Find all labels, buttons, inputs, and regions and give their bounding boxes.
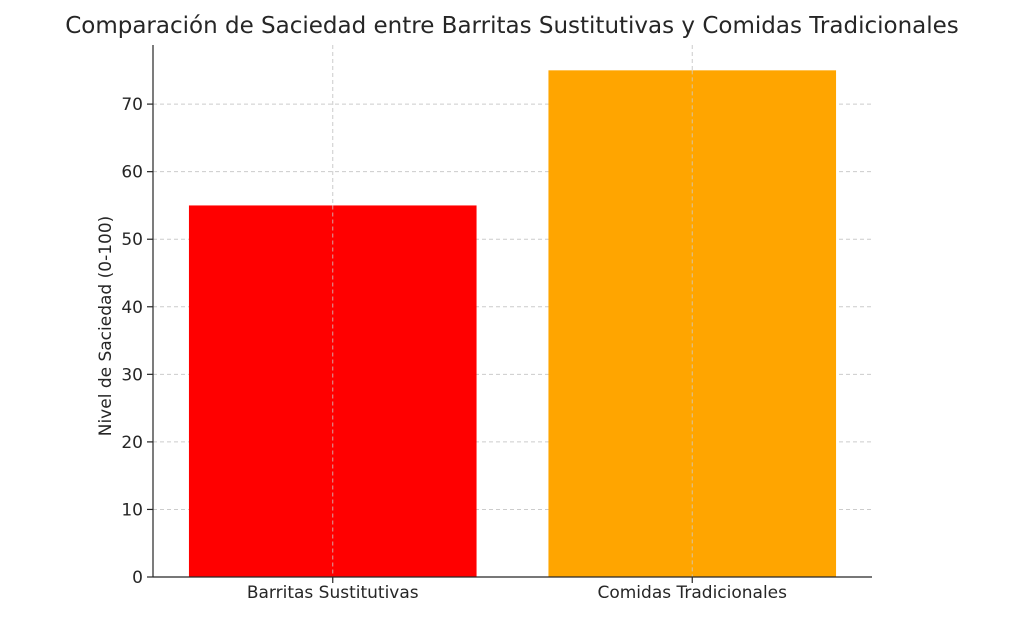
- chart-title: Comparación de Saciedad entre Barritas S…: [65, 13, 959, 39]
- x-tick-label: Comidas Tradicionales: [597, 583, 787, 603]
- y-axis-label: Nivel de Saciedad (0-100): [96, 216, 116, 437]
- x-tick-label: Barritas Sustitutivas: [247, 583, 419, 603]
- y-tick-label: 70: [121, 95, 143, 115]
- y-tick-label: 40: [121, 298, 143, 318]
- y-tick-label: 60: [121, 163, 143, 183]
- bars: [188, 70, 837, 577]
- ticks: 0 10 20 30 40 50 60 70 Barritas Sustitutivas Comi…: [121, 95, 787, 603]
- y-tick-label: 0: [132, 568, 143, 588]
- y-tick-label: 10: [121, 500, 143, 520]
- y-tick-label: 50: [121, 230, 143, 250]
- axes: [152, 45, 872, 578]
- y-tick-label: 20: [121, 433, 143, 453]
- y-tick-label: 30: [121, 365, 143, 385]
